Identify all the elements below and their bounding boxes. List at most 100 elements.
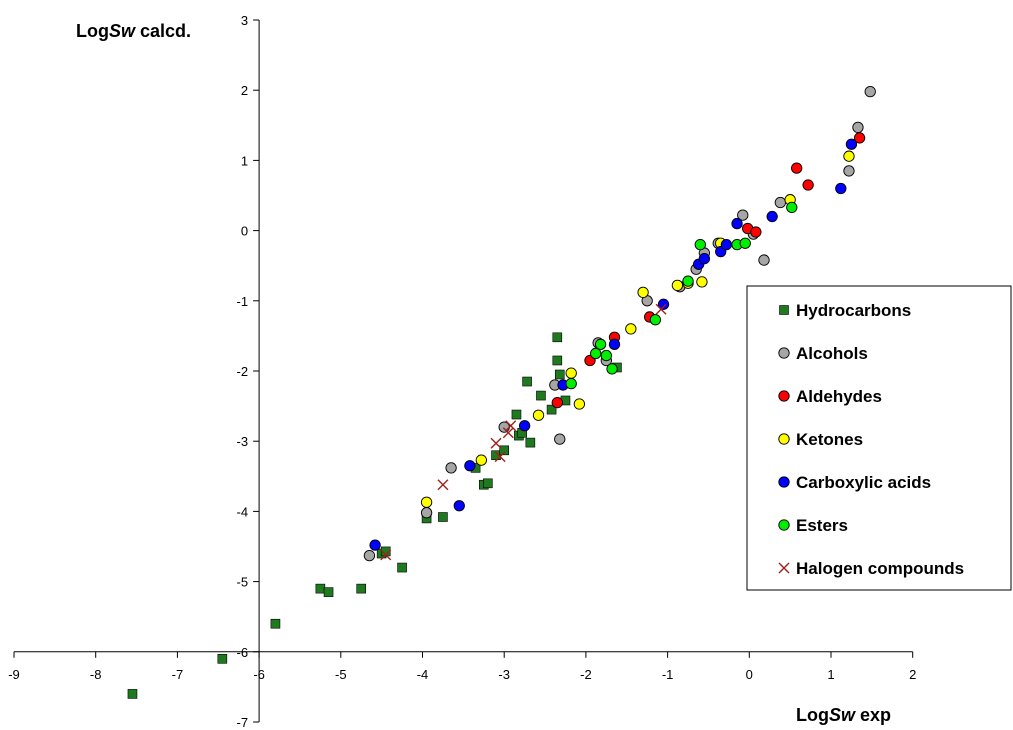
y-tick-label: 1 — [241, 153, 248, 168]
x-tick-label: 2 — [909, 667, 916, 682]
data-point — [791, 162, 803, 174]
data-point — [625, 323, 637, 335]
data-point — [774, 196, 786, 209]
data-point — [511, 409, 522, 420]
y-tick-label: -6 — [237, 645, 249, 660]
data-point — [608, 338, 621, 350]
data-point — [682, 275, 694, 287]
tick-labels: -9 -8 -7 -6 -5 -4 -3 -2 -1 0 1 2 -7 -6 -5 -4 -3 -2 -1 0 1 2 3 — [8, 13, 916, 730]
data-point — [853, 132, 866, 144]
data-point — [554, 369, 565, 380]
data-point — [505, 420, 517, 432]
data-point — [525, 437, 536, 448]
data-point — [720, 238, 733, 251]
data-point — [737, 209, 749, 221]
series-halogen-compounds — [380, 303, 667, 561]
legend-marker — [778, 562, 790, 574]
legend-marker — [778, 390, 790, 402]
series-aldehydes — [551, 132, 866, 409]
data-point — [420, 496, 433, 508]
legend-label: Carboxylic acids — [796, 473, 931, 492]
x-tick-label: -3 — [498, 667, 510, 682]
data-point — [323, 587, 334, 597]
x-tick-label: -4 — [417, 667, 429, 682]
y-tick-label: 0 — [241, 224, 248, 239]
y-tick-label: -3 — [237, 434, 249, 449]
data-point — [363, 549, 376, 562]
y-tick-label: -7 — [237, 715, 249, 730]
data-point — [502, 427, 514, 439]
legend-items: Hydrocarbons Alcohols Aldehydes Ketones Carb… — [778, 301, 964, 578]
data-point — [546, 404, 557, 415]
legend-item: Aldehydes — [778, 387, 882, 406]
series-ketones — [420, 150, 855, 508]
legend-item: Alcohols — [778, 344, 868, 363]
data-point — [573, 398, 586, 410]
x-tick-label: 0 — [746, 667, 753, 682]
data-point — [758, 254, 770, 266]
legend-marker — [778, 519, 790, 531]
data-point — [565, 367, 577, 379]
data-point — [552, 355, 563, 366]
data-point — [739, 237, 751, 249]
legend: Hydrocarbons Alcohols Aldehydes Ketones Carb… — [746, 285, 1012, 591]
data-point — [490, 437, 502, 449]
data-point — [475, 454, 487, 466]
data-point — [369, 539, 381, 551]
data-point — [864, 85, 876, 98]
data-point — [766, 210, 778, 223]
legend-box — [746, 285, 1012, 591]
data-point — [270, 618, 281, 629]
data-point — [637, 286, 649, 299]
data-point — [698, 253, 711, 265]
data-point — [380, 549, 392, 561]
data-point — [786, 201, 798, 214]
data-point — [671, 279, 684, 292]
data-point — [852, 121, 864, 134]
data-point — [445, 462, 457, 474]
legend-item: Hydrocarbons — [779, 301, 911, 320]
x-axis-title: LogSw exp — [796, 705, 891, 725]
data-point — [464, 460, 476, 472]
data-point — [483, 478, 493, 489]
data-point — [438, 512, 448, 522]
data-point — [802, 179, 814, 191]
data-point — [217, 654, 228, 664]
x-tick-label: -7 — [172, 667, 184, 682]
data-point — [655, 303, 667, 315]
data-point — [843, 150, 855, 162]
legend-label: Ketones — [796, 430, 863, 449]
y-tick-label: -2 — [237, 364, 249, 379]
data-point — [453, 500, 465, 512]
y-tick-label: -1 — [237, 294, 249, 309]
x-tick-label: -1 — [662, 667, 674, 682]
legend-item: Carboxylic acids — [778, 473, 931, 492]
x-tick-label: -9 — [8, 667, 20, 682]
data-point — [397, 562, 407, 573]
x-tick-label: -5 — [335, 667, 347, 682]
data-point — [554, 433, 566, 445]
x-tick-label: -8 — [90, 667, 102, 682]
data-point — [600, 349, 612, 362]
y-axis-title: LogSw calcd. — [76, 21, 191, 41]
data-point — [657, 298, 670, 310]
data-point — [494, 451, 506, 463]
legend-marker — [778, 476, 790, 488]
y-tick-label: -4 — [237, 504, 249, 519]
y-tick-label: 3 — [241, 13, 248, 28]
data-point — [437, 479, 449, 491]
data-point — [522, 376, 532, 387]
legend-label: Halogen compounds — [796, 559, 964, 578]
legend-item: Ketones — [778, 430, 863, 449]
data-point — [420, 507, 433, 519]
data-point — [731, 217, 743, 230]
data-point — [750, 226, 762, 238]
y-tick-label: -5 — [237, 575, 249, 590]
data-point — [518, 420, 531, 432]
legend-item: Halogen compounds — [778, 559, 964, 578]
data-points — [127, 85, 876, 699]
data-point — [315, 583, 326, 594]
data-point — [835, 182, 847, 195]
data-point — [380, 546, 391, 557]
